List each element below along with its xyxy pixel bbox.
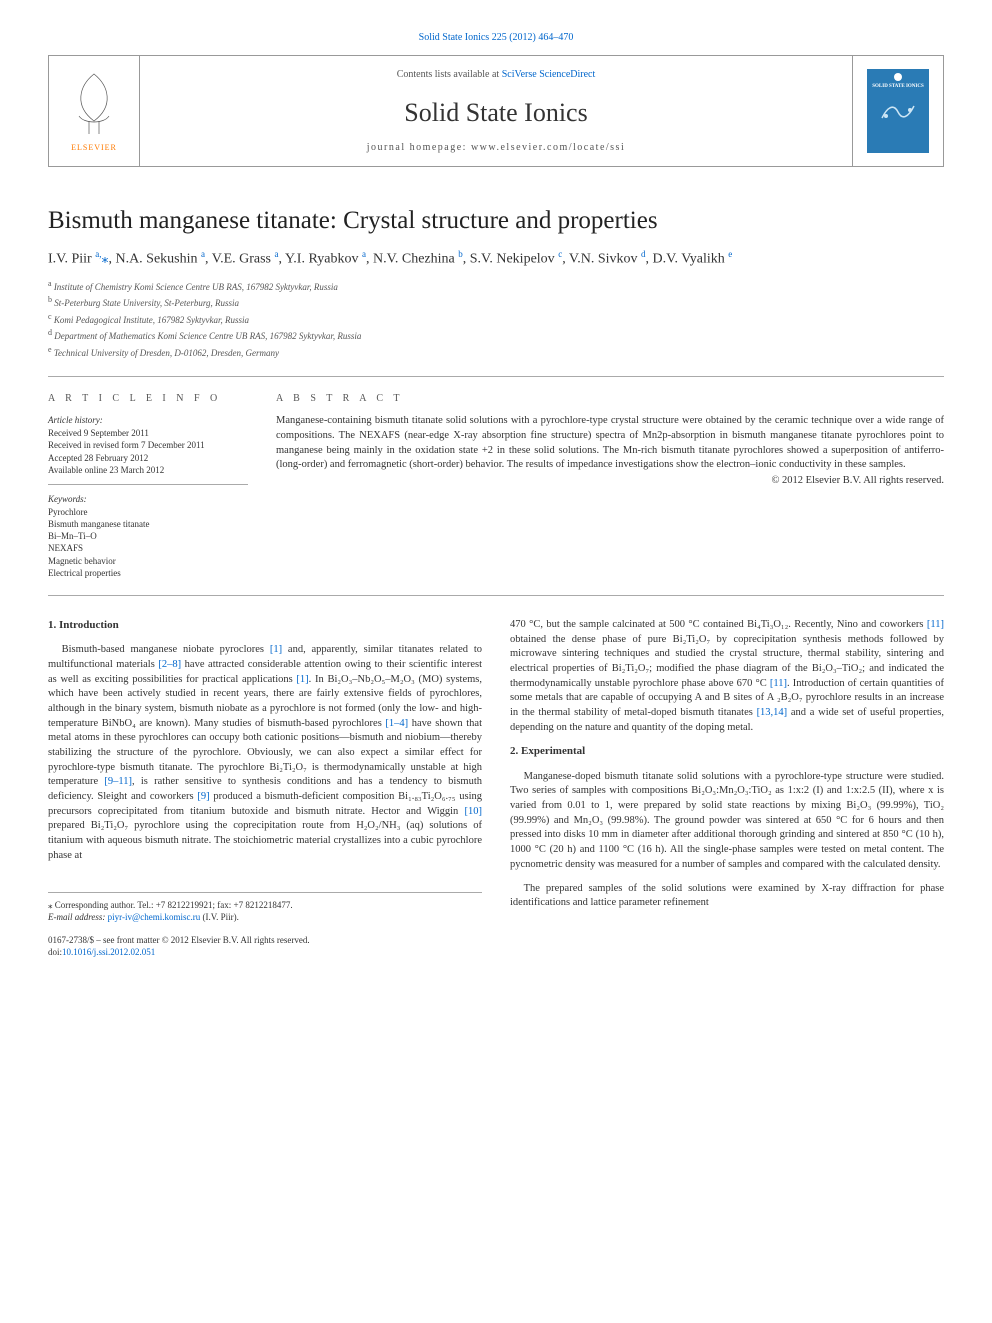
email-link[interactable]: piyr-iv@chemi.komisc.ru [108, 912, 201, 922]
history-line: Received in revised form 7 December 2011 [48, 439, 248, 451]
citation-link[interactable]: [11] [927, 619, 944, 630]
journal-header: ELSEVIER Contents lists available at Sci… [48, 55, 944, 167]
doi-block: 0167-2738/$ – see front matter © 2012 El… [48, 934, 482, 959]
sciencedirect-link[interactable]: SciVerse ScienceDirect [502, 69, 596, 80]
elsevier-logo: ELSEVIER [49, 56, 139, 166]
left-column: 1. Introduction Bismuth-based manganese … [48, 618, 482, 959]
info-abstract-row: A R T I C L E I N F O Article history: R… [48, 393, 944, 579]
intro-continuation: 470 °C, but the sample calcinated at 500… [510, 618, 944, 736]
history-head: Article history: [48, 414, 248, 426]
contents-line: Contents lists available at SciVerse Sci… [397, 69, 596, 80]
citation-link[interactable]: [1–4] [385, 718, 408, 729]
history-line: Accepted 28 February 2012 [48, 452, 248, 464]
page-container: Solid State Ionics 225 (2012) 464–470 EL… [0, 0, 992, 991]
keyword: Bismuth manganese titanate [48, 518, 248, 530]
keywords-head: Keywords: [48, 493, 248, 505]
affiliations-list: a Institute of Chemistry Komi Science Ce… [48, 278, 944, 361]
journal-name: Solid State Ionics [404, 98, 587, 128]
body-columns: 1. Introduction Bismuth-based manganese … [48, 618, 944, 959]
citation-link[interactable]: [11] [770, 678, 787, 689]
journal-homepage: journal homepage: www.elsevier.com/locat… [367, 142, 625, 153]
article-title: Bismuth manganese titanate: Crystal stru… [48, 207, 944, 235]
right-column: 470 °C, but the sample calcinated at 500… [510, 618, 944, 959]
corr-email-line: E-mail address: piyr-iv@chemi.komisc.ru … [48, 911, 482, 924]
citation-link[interactable]: Solid State Ionics 225 (2012) 464–470 [419, 32, 574, 43]
header-center: Contents lists available at SciVerse Sci… [139, 56, 853, 166]
abstract-copyright: © 2012 Elsevier B.V. All rights reserved… [276, 475, 944, 486]
svg-text:ELSEVIER: ELSEVIER [71, 143, 117, 152]
citation-link[interactable]: [13,14] [757, 707, 788, 718]
intro-paragraph: Bismuth-based manganese niobate pyroclor… [48, 643, 482, 863]
corresponding-author-footer: ⁎ Corresponding author. Tel.: +7 8212219… [48, 892, 482, 924]
abstract-text: Manganese-containing bismuth titanate so… [276, 414, 944, 473]
citation-link[interactable]: [1] [270, 644, 282, 655]
keyword: Magnetic behavior [48, 555, 248, 567]
abstract-column: A B S T R A C T Manganese-containing bis… [276, 393, 944, 579]
doi-link[interactable]: 10.1016/j.ssi.2012.02.051 [62, 947, 155, 957]
keyword: Bi–Mn–Ti–O [48, 530, 248, 542]
journal-cover-thumb: SOLID STATE IONICS [853, 56, 943, 166]
citation-link[interactable]: [9–11] [104, 776, 132, 787]
issn-line: 0167-2738/$ – see front matter © 2012 El… [48, 934, 482, 947]
citation-link[interactable]: [9] [197, 791, 209, 802]
article-info-head: A R T I C L E I N F O [48, 393, 248, 404]
corr-author-line: ⁎ Corresponding author. Tel.: +7 8212219… [48, 899, 482, 912]
keyword: Pyrochlore [48, 506, 248, 518]
citation-link[interactable]: [1] [296, 674, 308, 685]
citation-link[interactable]: [2–8] [158, 659, 181, 670]
authors-list: I.V. Piir a,⁎, N.A. Sekushin a, V.E. Gra… [48, 249, 944, 268]
keyword: Electrical properties [48, 567, 248, 579]
experimental-paragraph: The prepared samples of the solid soluti… [510, 882, 944, 911]
keyword: NEXAFS [48, 542, 248, 554]
article-info-column: A R T I C L E I N F O Article history: R… [48, 393, 248, 579]
separator [48, 595, 944, 596]
experimental-paragraph: Manganese-doped bismuth titanate solid s… [510, 770, 944, 873]
history-line: Available online 23 March 2012 [48, 464, 248, 476]
citation-link[interactable]: [10] [465, 806, 483, 817]
introduction-head: 1. Introduction [48, 618, 482, 633]
header-citation: Solid State Ionics 225 (2012) 464–470 [48, 32, 944, 43]
separator [48, 376, 944, 377]
experimental-head: 2. Experimental [510, 744, 944, 759]
abstract-head: A B S T R A C T [276, 393, 944, 404]
history-line: Received 9 September 2011 [48, 427, 248, 439]
